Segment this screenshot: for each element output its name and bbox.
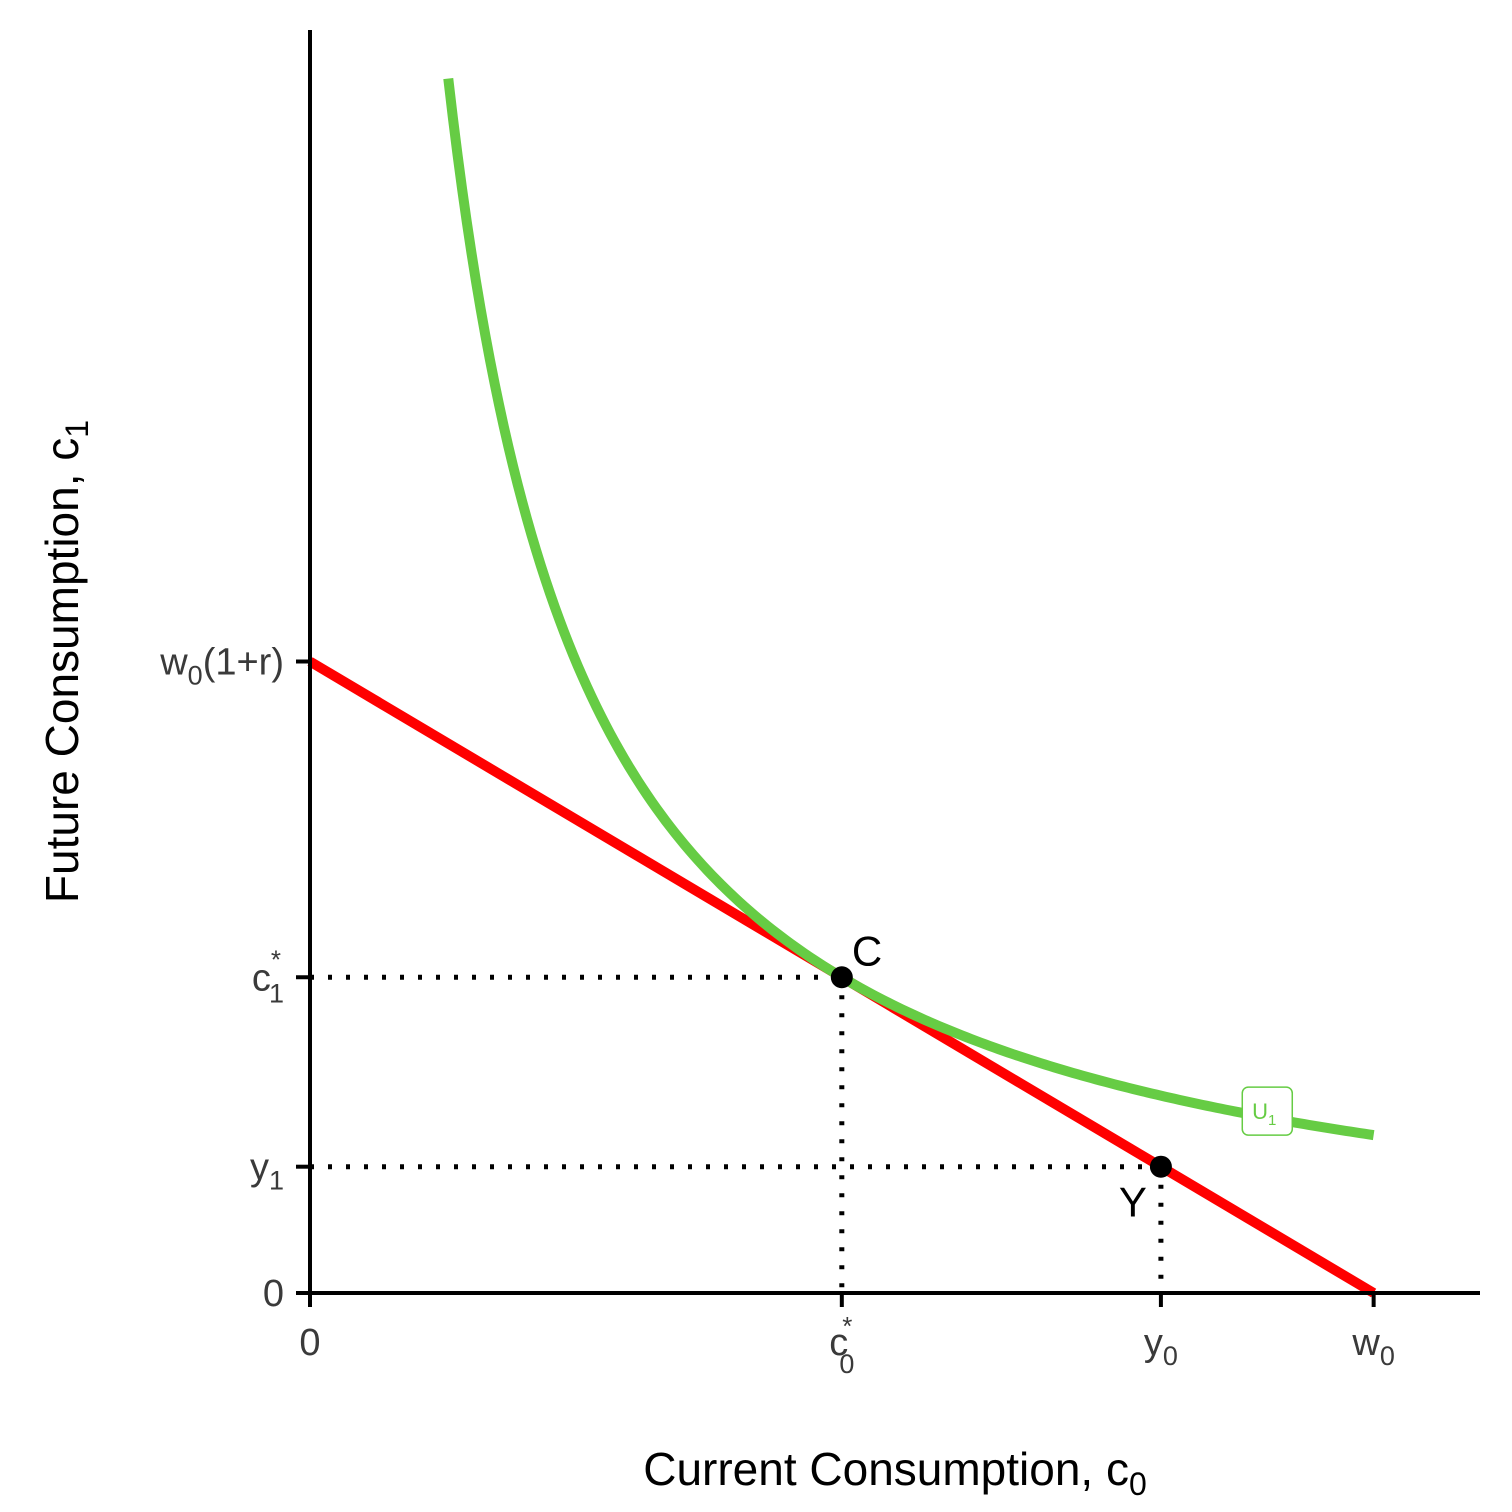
x-tick-label-3: w0 <box>1351 1322 1394 1371</box>
guide-lines <box>310 974 1164 1293</box>
curve-label-box <box>1241 1086 1294 1136</box>
y-axis-title: Future Consumption, c1 <box>36 420 95 903</box>
point-label-c: C <box>852 927 882 974</box>
y-tick-label-0: 0 <box>263 1273 284 1315</box>
y-tick-label-2: c* 1 <box>252 944 284 1008</box>
point-y <box>1149 1155 1172 1178</box>
points-layer <box>830 966 1172 1178</box>
y-tick-label-1: y1 <box>250 1147 284 1196</box>
y-tick-label-3: w0(1+r) <box>159 642 284 691</box>
point-label-y: Y <box>1119 1179 1147 1226</box>
x-axis-title: Current Consumption, c0 <box>643 1443 1147 1502</box>
point-c <box>830 966 853 989</box>
x-tick-label-2: y0 <box>1144 1322 1178 1371</box>
x-tick-label-0: 0 <box>299 1322 320 1364</box>
series-layer <box>307 77 1377 1298</box>
labels-layer: U1 Current Consumption, c0 Future Consumpt… <box>36 420 1294 1502</box>
indifference-curve <box>443 77 1375 1141</box>
axes: 0 c* 0 y0 w0 0 y1 c* 1 w0(1+r) <box>159 30 1480 1379</box>
curve-label: U1 <box>1252 1099 1276 1129</box>
x-tick-label-1: c* 0 <box>829 1311 854 1379</box>
